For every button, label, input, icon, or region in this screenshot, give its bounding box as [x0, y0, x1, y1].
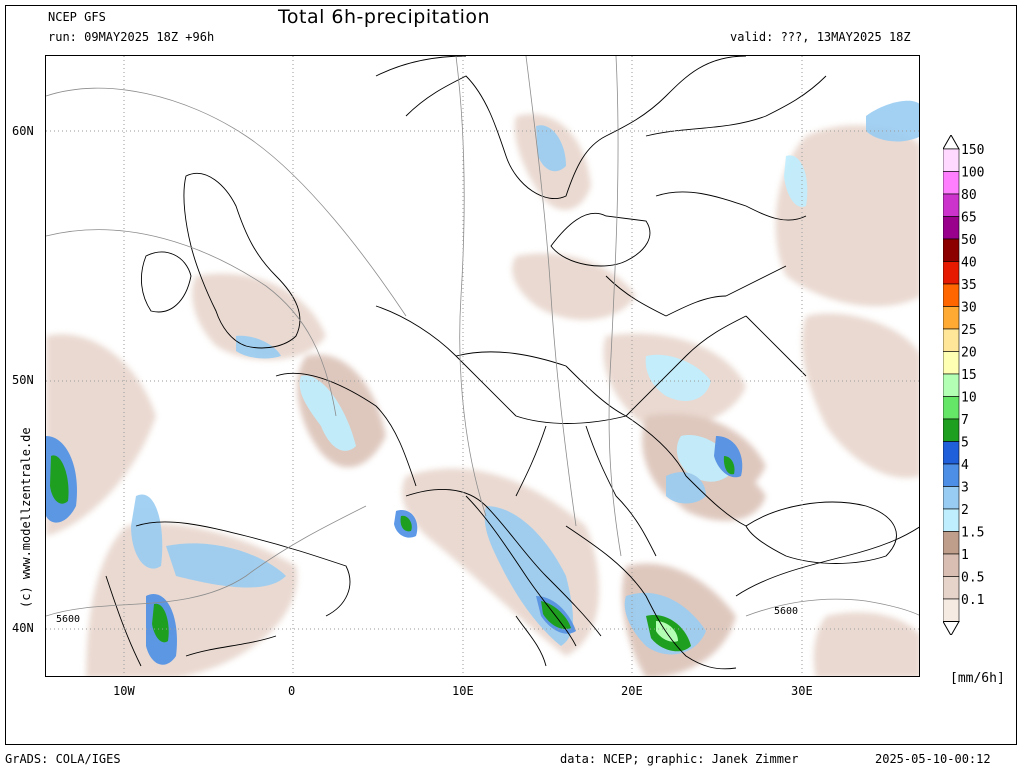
color-legend: 150 100 80 65 50 40 35 30 25 20 15 10 7 5 4 3 2 1.5 1 0.5 0.…	[942, 133, 1023, 639]
legend-tick-label: 3	[961, 481, 969, 496]
legend-swatch	[942, 328, 960, 352]
legend-tick-label: 10	[961, 391, 977, 406]
legend-swatch	[942, 193, 960, 217]
legend-swatch	[942, 463, 960, 487]
legend-swatch	[942, 306, 960, 330]
footer-timestamp: 2025-05-10-00:12	[875, 752, 991, 766]
footer-credit: data: NCEP; graphic: Janek Zimmer	[560, 752, 799, 766]
legend-tick-label: 30	[961, 301, 977, 316]
legend-tick-label: 0.1	[961, 593, 984, 608]
model-name: NCEP GFS	[48, 10, 106, 24]
legend-swatch	[942, 171, 960, 195]
legend-swatch	[942, 553, 960, 577]
color-legend-bar: 150 100 80 65 50 40 35 30 25 20 15 10 7 5 4 3 2 1.5 1 0.5 0.…	[942, 133, 984, 637]
legend-tick-label: 35	[961, 278, 977, 293]
lat-label-40n: 40N	[12, 621, 34, 635]
legend-unit: [mm/6h]	[950, 671, 1005, 686]
legend-swatch	[942, 576, 960, 600]
legend-swatch	[942, 418, 960, 442]
watermark: (c) www.modellzentrale.de	[19, 427, 33, 608]
legend-tick-label: 100	[961, 166, 984, 181]
legend-tick-label: 40	[961, 256, 977, 271]
legend-swatch	[942, 531, 960, 555]
legend-tick-label: 65	[961, 211, 977, 226]
legend-swatch	[942, 508, 960, 532]
legend-tick-label: 80	[961, 188, 977, 203]
lon-label-10e: 10E	[452, 684, 474, 698]
footer-software: GrADS: COLA/IGES	[5, 752, 121, 766]
contour-label: 5600	[56, 614, 80, 625]
legend-tick-label: 4	[961, 458, 969, 473]
legend-tick-label: 1.5	[961, 526, 984, 541]
coastlines	[105, 56, 919, 670]
legend-tick-label: 25	[961, 323, 977, 338]
legend-tick-label: 50	[961, 233, 977, 248]
precip-light-areas	[46, 114, 919, 676]
valid-time: valid: ???, 13MAY2025 18Z	[730, 30, 911, 44]
legend-tick-label: 5	[961, 436, 969, 451]
legend-swatch	[942, 441, 960, 465]
legend-swatch	[942, 351, 960, 375]
legend-swatch	[942, 396, 960, 420]
legend-tick-label: 0.5	[961, 571, 984, 586]
legend-swatch	[942, 261, 960, 285]
map-canvas: 5600 5600	[46, 56, 919, 676]
legend-tick-label: 15	[961, 368, 977, 383]
precip-heavy-areas	[50, 455, 735, 652]
legend-tick-label: 1	[961, 548, 969, 563]
legend-tick-label: 7	[961, 413, 969, 428]
legend-top-arrow	[942, 133, 960, 150]
plot-frame	[5, 5, 1017, 745]
legend-swatch	[942, 373, 960, 397]
lon-label-10w: 10W	[113, 684, 135, 698]
legend-swatch	[942, 238, 960, 262]
legend-tick-label: 2	[961, 503, 969, 518]
contour-label: 5600	[774, 606, 798, 617]
lon-label-20e: 20E	[621, 684, 643, 698]
legend-swatch	[942, 216, 960, 240]
lat-label-60n: 60N	[12, 124, 34, 138]
lat-label-50n: 50N	[12, 373, 34, 387]
precipitation-map: 5600 5600	[45, 55, 920, 677]
legend-tick-label: 20	[961, 346, 977, 361]
legend-bottom-arrow	[942, 621, 960, 637]
legend-swatch	[942, 486, 960, 510]
run-info: run: 09MAY2025 18Z +96h	[48, 30, 215, 44]
geopotential-contours	[46, 56, 919, 617]
legend-tick-label: 150	[961, 143, 984, 158]
page-title: Total 6h-precipitation	[278, 6, 491, 28]
lon-label-0: 0	[288, 684, 296, 698]
legend-swatch	[942, 598, 960, 622]
legend-swatch	[942, 148, 960, 172]
lon-label-30e: 30E	[791, 684, 813, 698]
legend-swatch	[942, 283, 960, 307]
